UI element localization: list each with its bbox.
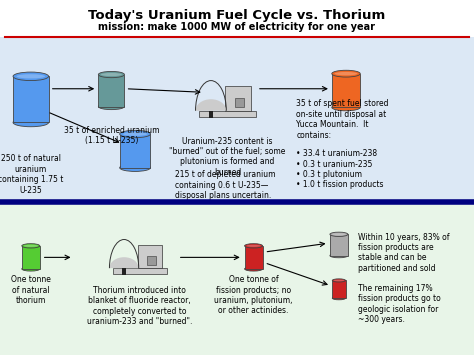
Ellipse shape	[334, 280, 344, 281]
Ellipse shape	[22, 267, 40, 271]
Ellipse shape	[332, 233, 346, 235]
Ellipse shape	[332, 297, 346, 300]
Bar	[122, 268, 126, 275]
Ellipse shape	[245, 244, 263, 248]
Text: 250 t of natural
uranium
containing 1.75 t
U-235: 250 t of natural uranium containing 1.75…	[0, 154, 64, 195]
Ellipse shape	[99, 71, 124, 78]
Bar	[0, 37, 474, 202]
Ellipse shape	[13, 72, 48, 81]
Bar	[225, 86, 251, 111]
Bar	[13, 76, 49, 122]
Bar	[0, 202, 474, 355]
Ellipse shape	[13, 118, 48, 127]
Ellipse shape	[330, 253, 348, 258]
Ellipse shape	[335, 72, 357, 75]
Ellipse shape	[17, 74, 45, 78]
Text: Today's Uranium Fuel Cycle vs. Thorium: Today's Uranium Fuel Cycle vs. Thorium	[88, 9, 386, 22]
Ellipse shape	[246, 245, 261, 247]
Bar	[332, 74, 360, 107]
Text: One tonne of
fission products; no
uranium, plutonium,
or other actinides.: One tonne of fission products; no uraniu…	[214, 275, 293, 315]
Ellipse shape	[101, 73, 122, 76]
Bar	[209, 111, 213, 118]
Text: Uranium-235 content is
"burned" out of the fuel; some
plutonium is formed and
bu: Uranium-235 content is "burned" out of t…	[169, 137, 286, 177]
Bar	[137, 245, 162, 268]
Wedge shape	[195, 99, 226, 111]
Ellipse shape	[332, 70, 360, 77]
Bar	[330, 234, 348, 256]
Bar	[332, 280, 346, 298]
Text: mission: make 1000 MW of electricity for one year: mission: make 1000 MW of electricity for…	[99, 22, 375, 32]
Ellipse shape	[123, 132, 147, 136]
Ellipse shape	[330, 232, 348, 236]
Ellipse shape	[245, 267, 263, 271]
Ellipse shape	[332, 104, 360, 111]
Text: 35 t of enriched uranium
(1.15 t U-235): 35 t of enriched uranium (1.15 t U-235)	[64, 126, 159, 146]
Ellipse shape	[332, 279, 346, 282]
Text: 35 t of spent fuel stored
on-site until disposal at
Yucca Mountain.  It
contains: 35 t of spent fuel stored on-site until …	[296, 99, 389, 140]
Text: Thorium introduced into
blanket of fluoride reactor,
completely converted to
ura: Thorium introduced into blanket of fluor…	[87, 286, 192, 326]
Bar	[119, 134, 150, 168]
Bar	[235, 98, 244, 107]
Text: One tonne
of natural
thorium: One tonne of natural thorium	[11, 275, 51, 305]
Text: Within 10 years, 83% of
fission products are
stable and can be
partitioned and s: Within 10 years, 83% of fission products…	[358, 233, 449, 273]
Bar	[245, 246, 263, 269]
Text: The remaining 17%
fission products go to
geologic isolation for
~300 years.: The remaining 17% fission products go to…	[358, 284, 441, 324]
Ellipse shape	[99, 103, 124, 110]
Ellipse shape	[119, 130, 150, 138]
Text: 215 t of depleted uranium
containing 0.6 t U-235—
disposal plans uncertain.: 215 t of depleted uranium containing 0.6…	[175, 170, 276, 200]
Bar	[22, 246, 40, 269]
Text: • 33.4 t uranium-238
• 0.3 t uranium-235
• 0.3 t plutonium
• 1.0 t fission produ: • 33.4 t uranium-238 • 0.3 t uranium-235…	[296, 149, 384, 189]
Bar	[98, 75, 124, 106]
Wedge shape	[109, 257, 139, 268]
Bar	[113, 268, 167, 274]
Ellipse shape	[24, 245, 38, 247]
Ellipse shape	[22, 244, 40, 248]
Ellipse shape	[119, 164, 150, 171]
Bar	[199, 111, 256, 117]
Bar	[146, 256, 155, 265]
